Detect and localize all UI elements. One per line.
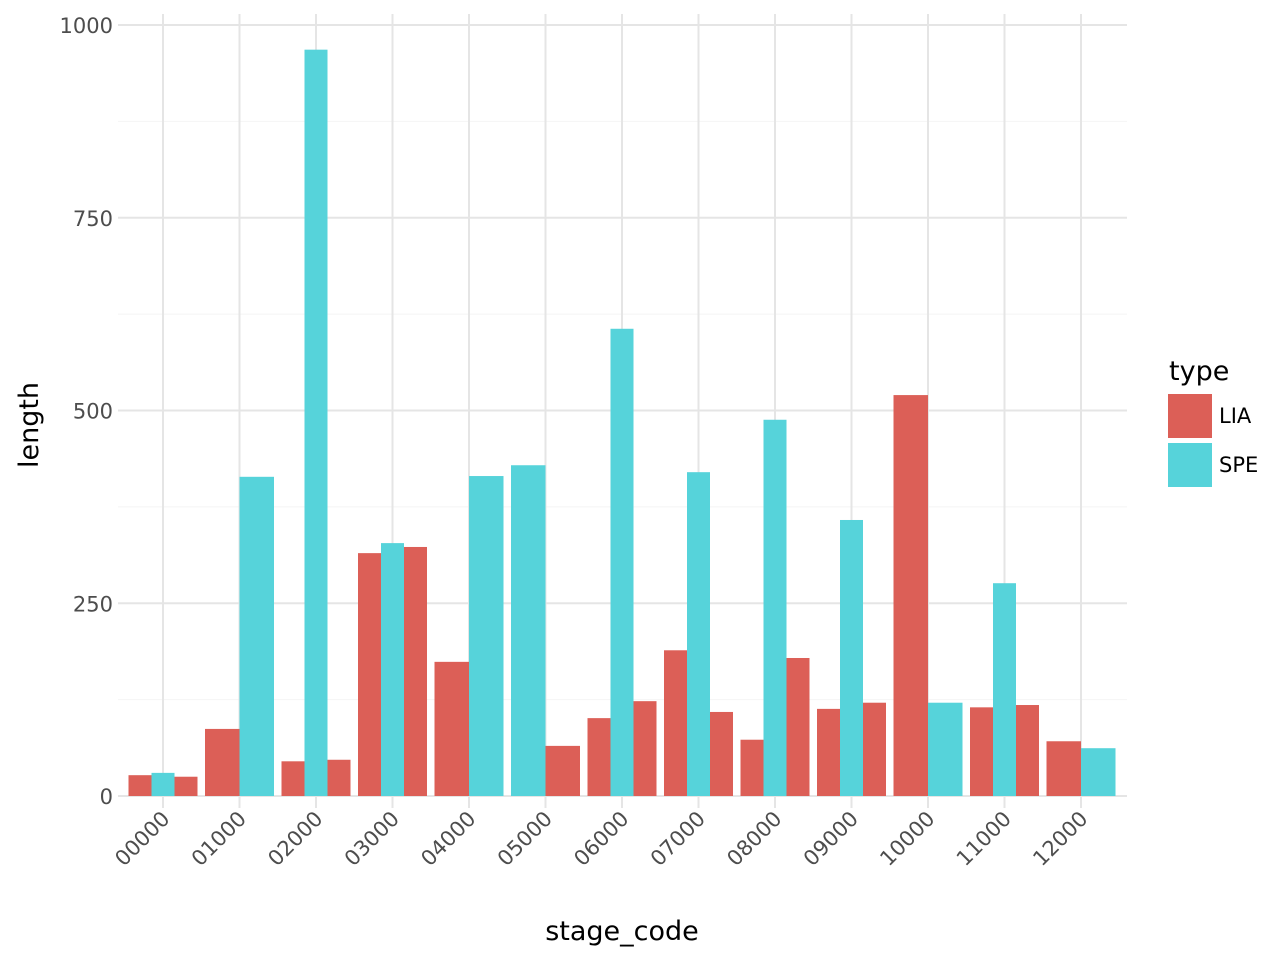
x-tick-label: 08000 [722, 807, 786, 871]
bar-spe-04000 [469, 476, 504, 796]
bar-spe-02000 [304, 49, 328, 797]
x-tick-label: 10000 [875, 807, 939, 871]
bar-lia-11000 [1016, 705, 1039, 796]
bar-lia-03000 [358, 553, 381, 796]
legend-key-lia [1168, 394, 1212, 438]
legend: type LIA SPE [1168, 356, 1258, 487]
y-axis-label: length [14, 382, 45, 468]
bar-lia-02000 [281, 761, 305, 796]
bar-spe-09000 [840, 519, 863, 796]
y-tick-label: 250 [73, 592, 113, 616]
bar-lia-12000 [1046, 741, 1081, 796]
bar-spe-11000 [993, 583, 1016, 796]
bar-lia-09000 [863, 702, 886, 796]
bar-lia-11000 [970, 707, 993, 796]
bar-spe-06000 [610, 328, 634, 796]
bar-lia-06000 [633, 701, 657, 796]
legend-label-lia: LIA [1219, 404, 1252, 428]
bar-lia-09000 [817, 708, 840, 796]
x-axis-ticks: 00000 01000 02000 03000 04000 05000 06000 07000… [110, 807, 1092, 871]
bar-lia-10000 [893, 395, 928, 796]
bar-lia-00000 [128, 775, 152, 796]
legend-label-spe: SPE [1219, 453, 1258, 477]
bar-spe-01000 [239, 476, 274, 796]
x-tick-label: 00000 [110, 807, 174, 871]
bar-lia-05000 [545, 745, 580, 796]
x-tick-label: 05000 [493, 807, 557, 871]
bar-lia-03000 [404, 546, 427, 796]
bar-spe-08000 [763, 419, 787, 796]
y-axis-ticks: 0 250 500 750 1000 [60, 14, 113, 809]
x-tick-label: 02000 [263, 807, 327, 871]
bar-spe-12000 [1081, 748, 1116, 796]
bar-lia-07000 [710, 711, 733, 796]
bar-lia-06000 [587, 718, 611, 796]
bar-spe-00000 [151, 772, 175, 796]
bar-spe-05000 [511, 465, 546, 796]
bar-lia-08000 [740, 739, 764, 796]
bar-spe-07000 [687, 472, 710, 796]
legend-key-spe [1168, 443, 1212, 487]
x-tick-label: 03000 [340, 807, 404, 871]
x-tick-label: 01000 [187, 807, 251, 871]
x-tick-label: 06000 [569, 807, 633, 871]
bar-spe-10000 [928, 702, 963, 796]
legend-title: type [1169, 356, 1229, 387]
bar-lia-08000 [786, 657, 810, 796]
y-tick-label: 500 [73, 400, 113, 424]
x-tick-label: 07000 [646, 807, 710, 871]
x-tick-label: 12000 [1028, 807, 1092, 871]
x-axis-label: stage_code [545, 916, 699, 947]
x-tick-label: 04000 [416, 807, 480, 871]
bar-spe-03000 [381, 543, 404, 796]
y-tick-label: 1000 [60, 14, 113, 38]
bar-lia-07000 [664, 650, 687, 796]
x-tick-label: 11000 [952, 807, 1016, 871]
y-tick-label: 0 [100, 785, 113, 809]
bar-lia-01000 [205, 728, 240, 796]
y-tick-label: 750 [73, 207, 113, 231]
bars [128, 49, 1116, 797]
bar-lia-02000 [327, 759, 351, 796]
x-tick-label: 09000 [799, 807, 863, 871]
bar-lia-00000 [174, 776, 198, 796]
bar-lia-04000 [434, 661, 469, 796]
